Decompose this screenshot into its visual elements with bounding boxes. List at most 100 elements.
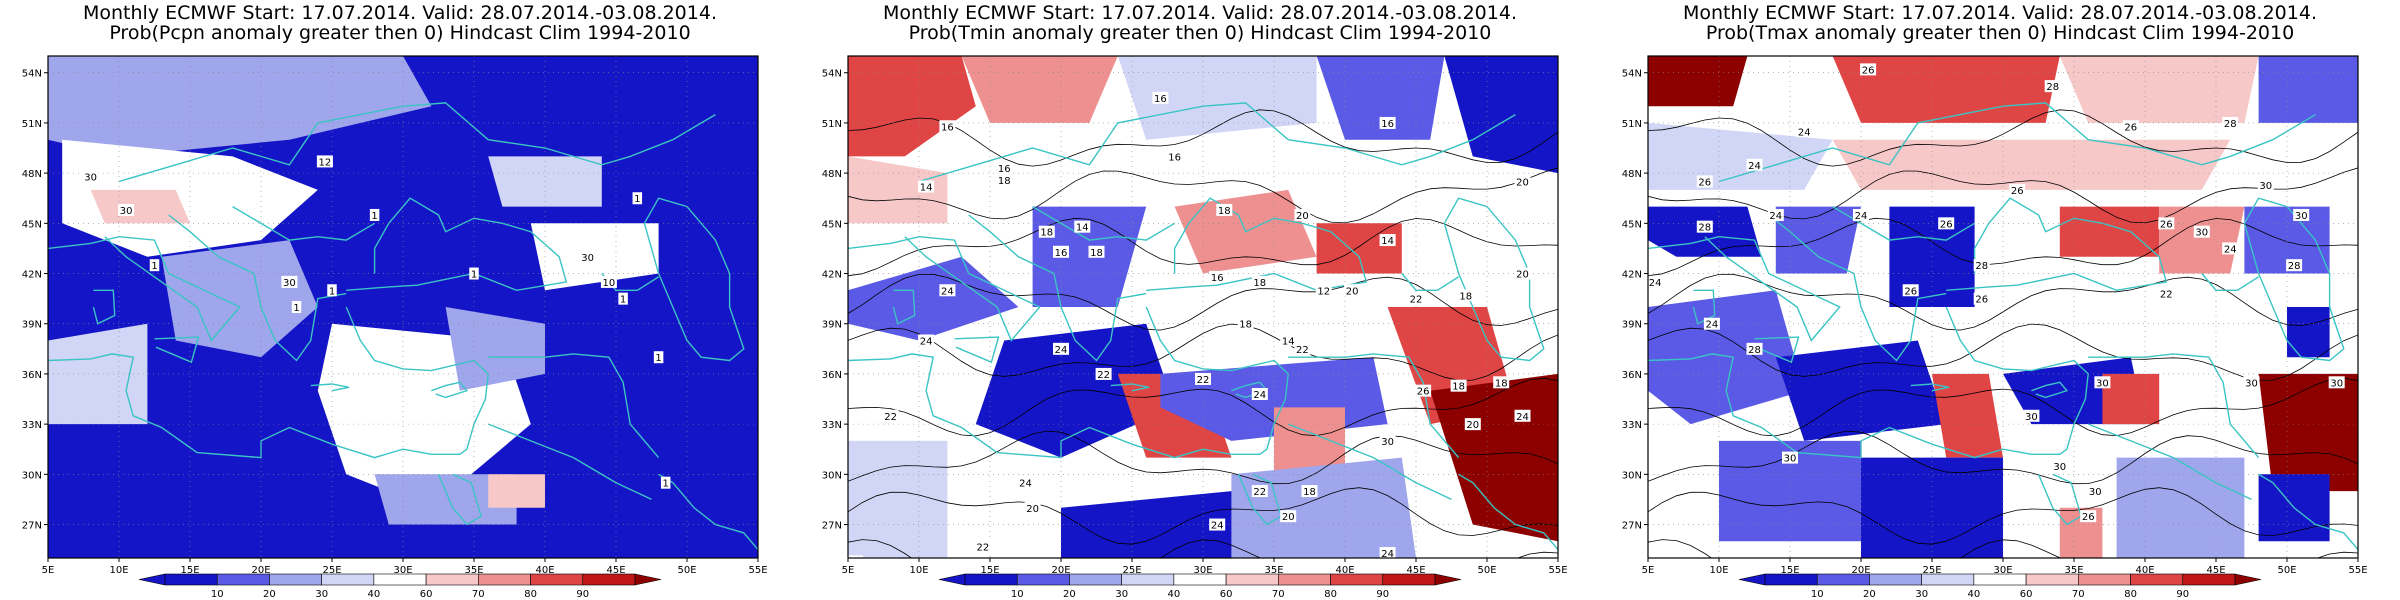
x-tick-label: 30E <box>393 565 412 576</box>
probability-region <box>1775 340 1947 441</box>
probability-region <box>445 307 545 391</box>
colorbar: 10 20 30 40 60 70 80 90 <box>138 573 662 600</box>
colorbar-segment <box>425 573 479 586</box>
y-tick-label: 48N <box>1622 169 1642 180</box>
contour-label: 30 <box>2096 378 2109 389</box>
contour-label: 30 <box>581 253 594 264</box>
probability-region <box>2287 307 2330 358</box>
colorbar-segment <box>1173 573 1227 586</box>
y-tick-label: 54N <box>22 69 42 80</box>
contour-label: 16 <box>998 164 1011 175</box>
coastline <box>1692 289 1716 325</box>
contour-label-box <box>1973 292 1990 305</box>
colorbar-high-arrow <box>2234 573 2262 586</box>
x-tick-label: 10E <box>109 565 128 576</box>
probability-region <box>1648 56 1748 107</box>
isotherm-contour <box>848 430 1558 485</box>
probability-region <box>2059 206 2160 257</box>
contour-label: 22 <box>977 542 990 553</box>
contour-label-box <box>600 275 617 288</box>
contour-label: 16 <box>1154 94 1167 105</box>
contour-label-box <box>1053 342 1069 355</box>
colorbar-segment <box>1330 573 1384 586</box>
contour-label-box <box>918 334 935 347</box>
probability-region <box>2116 457 2245 558</box>
contour-label: 26 <box>1904 286 1917 297</box>
contour-label: 1 <box>151 261 157 272</box>
contour-label-box <box>149 259 160 272</box>
y-tick-label: 42N <box>1622 270 1642 281</box>
probability-region <box>1274 407 1345 475</box>
colorbar-low-arrow <box>938 573 966 586</box>
coastline <box>1032 205 1175 241</box>
y-tick-label: 42N <box>822 270 842 281</box>
contour-label: 30 <box>120 206 133 217</box>
x-tick-label: 25E <box>322 565 341 576</box>
contour-label-box <box>1746 342 1763 355</box>
contour-label-box <box>1767 208 1784 221</box>
panel-title-line1: Monthly ECMWF Start: 17.07.2014. Valid: … <box>883 2 1517 24</box>
contour-label-box <box>632 192 643 205</box>
contour-label-box <box>2044 80 2061 93</box>
contour-label-box <box>579 250 596 263</box>
colorbar-label: 10 <box>1811 589 1824 600</box>
contour-label: 24 <box>1516 412 1529 423</box>
contour-label-box <box>1703 317 1720 330</box>
x-tick-label: 40E <box>535 565 554 576</box>
contour-label-box <box>1415 384 1432 397</box>
colorbar-label: 60 <box>420 589 433 600</box>
coastline <box>1287 423 1452 501</box>
contour-label-box <box>939 284 956 297</box>
x-tick-label: 15E <box>180 565 199 576</box>
y-tick-label: 48N <box>822 169 842 180</box>
contour-label-box <box>1209 518 1226 531</box>
x-tick-label: 25E <box>1922 565 1941 576</box>
tmax-probability-map: 26 28 26 28 24 26 24 30 26 24 28 24 30 26 26 30 24 28 28 24… <box>1622 55 2368 600</box>
x-tick-label: 50E <box>677 565 696 576</box>
contour-label: 24 <box>1211 521 1224 532</box>
contour-label: 20 <box>1466 420 1479 431</box>
contour-label-box <box>1074 220 1091 233</box>
contour-label: 24 <box>1381 549 1394 560</box>
coastline <box>487 423 652 501</box>
colorbar-label: 60 <box>2020 589 2033 600</box>
contour-label: 24 <box>1798 127 1811 138</box>
contour-label: 20 <box>1282 512 1295 523</box>
colorbar-label: 80 <box>2124 589 2137 600</box>
contour-label-box <box>1973 259 1990 272</box>
probability-region <box>90 189 190 224</box>
x-tick-label: 35E <box>1264 565 1283 576</box>
contour-label-box <box>1344 284 1361 297</box>
contour-label-box <box>653 351 664 364</box>
y-tick-label: 42N <box>22 270 42 281</box>
contour-label: 24 <box>1855 211 1868 222</box>
contour-label: 20 <box>1346 286 1359 297</box>
coastline <box>954 336 1000 364</box>
probability-region <box>848 56 976 157</box>
x-tick-label: 10E <box>1709 565 1728 576</box>
colorbar-segment <box>582 573 636 586</box>
x-tick-label: 35E <box>464 565 483 576</box>
colorbar-label: 20 <box>1863 589 1876 600</box>
contour-label: 24 <box>920 336 933 347</box>
contour-label-box <box>2087 485 2104 498</box>
y-tick-label: 33N <box>1622 420 1642 431</box>
probability-region <box>2102 373 2160 425</box>
coastline <box>1458 473 1558 551</box>
contour-label: 30 <box>1784 454 1797 465</box>
x-tick-label: 40E <box>1335 565 1354 576</box>
contour-label: 26 <box>1862 65 1875 76</box>
contour-label-box <box>2158 287 2175 300</box>
contour-label: 30 <box>84 172 97 183</box>
contour-label: 24 <box>1748 161 1761 172</box>
contour-label: 26 <box>2011 186 2024 197</box>
x-tick-label: 45E <box>1406 565 1425 576</box>
coastline <box>154 336 200 364</box>
coastline <box>2031 381 2069 399</box>
contour-label-box <box>2051 459 2068 472</box>
coastline <box>1946 197 2168 292</box>
y-tick-label: 54N <box>822 69 842 80</box>
contour-label: 12 <box>319 157 332 168</box>
contour-label-box <box>1237 317 1254 330</box>
